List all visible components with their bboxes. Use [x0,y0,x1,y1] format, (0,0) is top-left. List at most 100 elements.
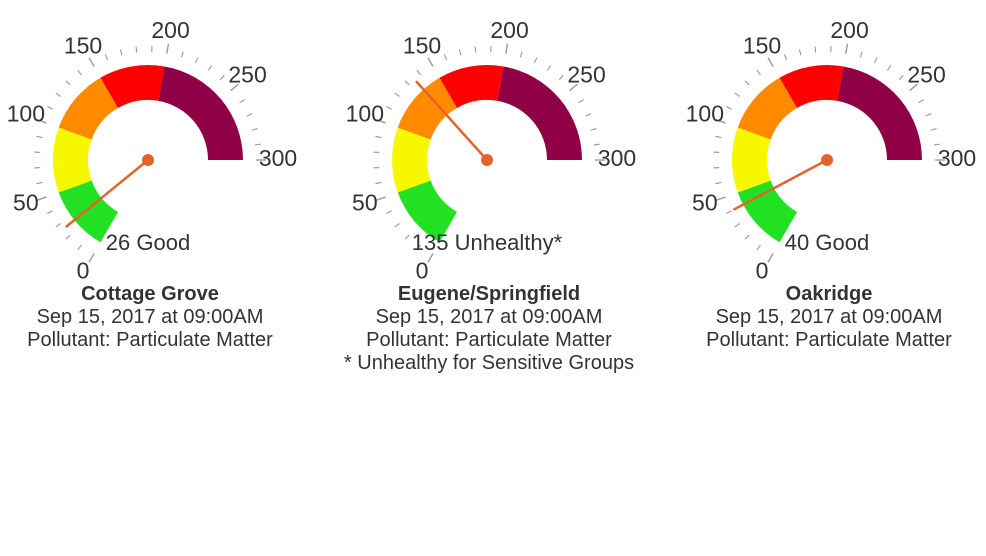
major-tick [230,83,239,92]
sensitive-groups-note: * Unhealthy for Sensitive Groups [343,352,635,374]
minor-tick [386,210,392,215]
minor-tick [394,92,400,97]
gauge-reading: 26 Good [106,230,190,255]
minor-tick [375,135,382,139]
minor-tick [416,244,421,251]
tick-label: 250 [907,62,945,88]
major-tick [569,83,578,92]
minor-tick [798,49,802,56]
gauge-band [737,77,797,140]
gauge-band [158,66,243,160]
major-tick [845,43,849,54]
tick-label: 0 [756,258,769,284]
minor-tick [744,234,750,240]
minor-tick [36,181,43,185]
minor-tick [47,210,53,215]
gauge-band [100,65,165,109]
minor-tick [930,128,937,131]
major-tick [166,43,170,54]
major-tick [88,253,95,263]
minor-tick [55,92,61,97]
minor-tick [65,234,71,240]
major-tick [715,196,726,202]
minor-tick [578,99,584,104]
gauge-reading: 135 Unhealthy* [412,230,563,255]
minor-tick [898,74,904,81]
tick-label: 300 [938,145,976,171]
minor-tick [558,74,564,81]
tick-label: 100 [686,101,724,127]
gauge-band [58,180,118,243]
tick-label: 300 [598,145,636,171]
major-tick [767,253,774,263]
tick-label: 50 [692,190,718,216]
gauge-panel-oakridge: 0 50 100 150 200 250 300 40 Good Oakridge Sep 1… [664,0,986,400]
tick-label: 300 [259,145,297,171]
tick-label: 0 [77,258,90,284]
gauge-chart: 0 50 100 150 200 250 300 135 Unhealthy* [346,17,637,284]
gauge-band [397,180,457,243]
reading-date: Sep 15, 2017 at 09:00AM [36,306,264,328]
gauge-reading: 40 Good [785,230,869,255]
gauge-band [837,66,922,160]
reading-date: Sep 15, 2017 at 09:00AM [715,306,943,328]
major-tick [427,57,434,67]
tick-label: 50 [352,190,378,216]
minor-tick [593,143,600,146]
major-tick [427,253,434,263]
minor-tick [715,135,722,139]
gauge-needle [733,158,829,211]
minor-tick [783,54,788,61]
minor-tick [918,99,924,104]
needle-pivot [142,154,154,166]
station-name: Eugene/Springfield [397,283,581,305]
gauge-caption: Eugene/Springfield Sep 15, 2017 at 09:00… [324,283,654,375]
gauge-band [779,65,844,109]
tick-label: 200 [151,17,189,43]
minor-tick [443,54,448,61]
minor-tick [519,51,523,58]
minor-tick [814,46,817,53]
minor-tick [55,223,61,228]
station-name: Cottage Grove [81,283,219,305]
gauge-band [53,127,92,193]
major-tick [375,118,386,124]
tick-label: 250 [228,62,266,88]
tick-label: 0 [416,258,429,284]
minor-tick [404,80,410,86]
minor-tick [77,69,82,76]
minor-tick [715,181,722,185]
gauge-panel-eugene-springfield: 0 50 100 150 200 250 300 135 Unhealthy* Eugene/… [324,0,654,400]
reading-date: Sep 15, 2017 at 09:00AM [375,306,603,328]
minor-tick [416,69,421,76]
pollutant-label: Pollutant: Particulate Matter [366,329,612,351]
minor-tick [458,49,462,56]
gauge-needle [65,158,150,228]
minor-tick [744,80,750,86]
tick-label: 200 [490,17,528,43]
tick-label: 100 [346,101,384,127]
minor-tick [119,49,123,56]
minor-tick [394,223,400,228]
minor-tick [533,57,538,64]
minor-tick [886,65,892,71]
tick-label: 100 [7,101,45,127]
minor-tick [219,74,225,81]
minor-tick [207,65,213,71]
minor-tick [386,105,392,110]
gauge-caption: Cottage Grove Sep 15, 2017 at 09:00AM Po… [0,283,315,352]
minor-tick [726,210,732,215]
gauge-band [58,77,118,140]
gauge-band [732,127,771,193]
gauge-band [439,65,504,109]
minor-tick [756,244,761,251]
minor-tick [135,46,138,53]
tick-label: 150 [743,32,781,58]
minor-tick [933,143,940,146]
minor-tick [734,92,740,97]
minor-tick [251,128,258,131]
minor-tick [756,69,761,76]
major-tick [767,57,774,67]
minor-tick [36,135,43,139]
minor-tick [873,57,878,64]
